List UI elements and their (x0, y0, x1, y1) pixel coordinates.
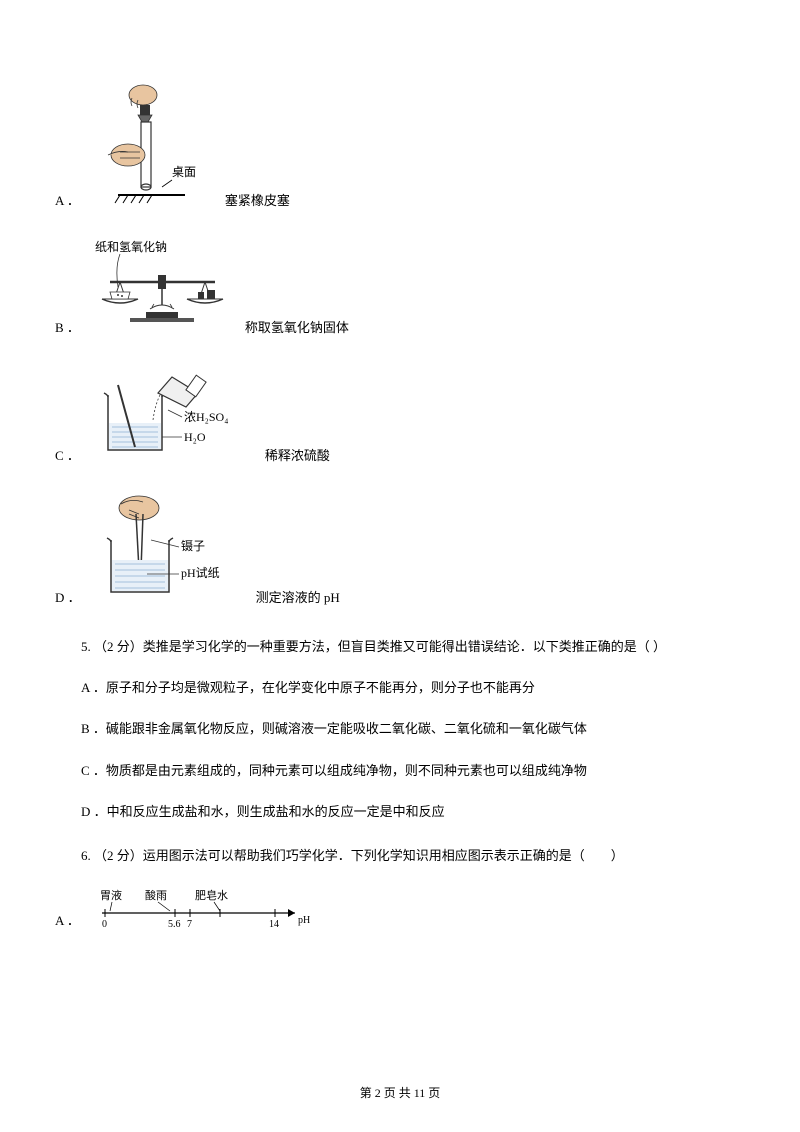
option-c-desc: 稀释浓硫酸 (265, 444, 330, 472)
q5-option-a: A ．原子和分子均是微观粒子，在化学变化中原子不能再分，则分子也不能再分 (55, 676, 745, 699)
q5-option-d: D ．中和反应生成盐和水，则生成盐和水的反应一定是中和反应 (55, 800, 745, 823)
q5-option-c: C ．物质都是由元素组成的，同种元素可以组成纯净物，则不同种元素也可以组成纯净物 (55, 759, 745, 782)
option-b-row: B ． 纸和氢氧化钠 (55, 237, 745, 344)
option-b-diagram: 纸和氢氧化钠 (90, 237, 230, 344)
acid-label: 浓H₂SO₄ (184, 410, 228, 424)
q6-ph-diagram: 0 5.6 7 14 胃液 酸雨 肥皂水 pH (90, 885, 320, 937)
ph-paper-label: pH试纸 (181, 565, 220, 580)
water-label: H₂O (184, 430, 206, 444)
option-a-row: A ． (55, 80, 745, 217)
option-b-desc: 称取氢氧化钠固体 (245, 316, 349, 344)
question-5-text: 5. （2 分）类推是学习化学的一种重要方法，但盲目类推又可能得出错误结论．以下… (55, 635, 745, 658)
ph-label-1: 酸雨 (145, 888, 167, 902)
option-d-letter: D ． (55, 586, 81, 614)
ph-tick-5-6: 5.6 (168, 919, 181, 930)
option-d-diagram: 镊子 pH试纸 (91, 492, 241, 614)
ph-label-0: 胃液 (100, 888, 122, 902)
option-a-desc: 塞紧橡皮塞 (225, 189, 290, 217)
option-c-letter: C ． (55, 444, 80, 472)
ph-tick-0: 0 (102, 919, 107, 930)
page-footer: 第 2 页 共 11 页 (0, 1083, 800, 1105)
ph-label-2: 肥皂水 (195, 888, 228, 902)
tweezers-label: 镊子 (181, 539, 205, 553)
q5-option-b: B ．碱能跟非金属氧化物反应，则碱溶液一定能吸收二氧化碳、二氧化硫和一氧化碳气体 (55, 717, 745, 740)
q6-option-a-row: A ． 0 5.6 7 14 胃液 酸雨 肥皂水 (55, 885, 745, 937)
question-6-text: 6. （2 分）运用图示法可以帮助我们巧学化学．下列化学知识用相应图示表示正确的… (55, 844, 745, 867)
ph-tick-7: 7 (187, 919, 192, 930)
option-a-diagram: 桌面 (90, 80, 210, 217)
option-c-diagram: 浓H₂SO₄ H₂O (90, 365, 250, 472)
ph-tick-14: 14 (269, 919, 279, 930)
option-d-row: D ． (55, 492, 745, 614)
option-d-desc: 测定溶液的 pH (256, 586, 340, 614)
ph-axis-label: pH (298, 915, 310, 926)
paper-naoh-label: 纸和氢氧化钠 (95, 239, 167, 254)
option-b-letter: B ． (55, 316, 80, 344)
table-label: 桌面 (172, 165, 196, 179)
q6-option-a-letter: A ． (55, 909, 80, 937)
option-a-letter: A ． (55, 189, 80, 217)
option-c-row: C ． (55, 365, 745, 472)
